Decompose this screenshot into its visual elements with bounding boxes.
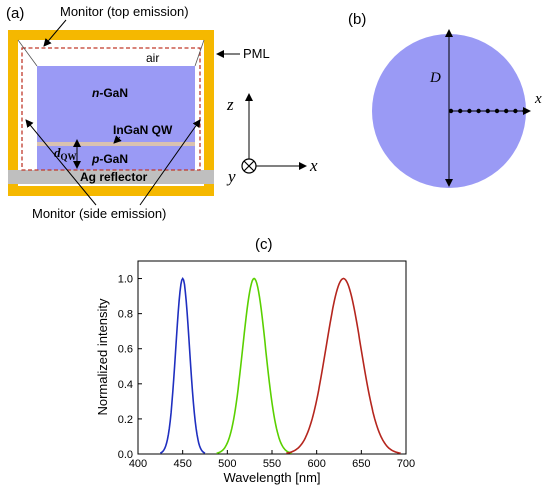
- dipole-point: [458, 108, 463, 114]
- spectrum-line-2: [216, 277, 292, 454]
- dqw-label: dQW: [54, 145, 77, 162]
- dipole-point: [448, 108, 454, 114]
- y-axis-cross-line-2: [243, 160, 255, 172]
- y-tick-label: 0.0: [118, 449, 133, 461]
- dipole-point: [476, 108, 481, 114]
- x-axis-label-b: x: [534, 91, 542, 107]
- y-axis-label: y: [226, 167, 236, 186]
- monitor-top-label: Monitor (top emission): [60, 4, 189, 19]
- diameter-label: D: [429, 70, 441, 86]
- pgan-label: p-GaN: [91, 152, 128, 166]
- corner-line-left: [17, 39, 38, 67]
- y-tick-label: 0.6: [118, 344, 133, 356]
- monitor-side-pointer-right: [139, 119, 201, 206]
- ag-label: Ag reflector: [80, 170, 148, 184]
- qw-label: InGaN QW: [113, 123, 173, 137]
- dipole-point: [494, 108, 500, 114]
- monitor-top-pointer: [43, 19, 67, 47]
- ingan-qw-layer: [37, 142, 195, 146]
- x-axis-label-a: x: [309, 156, 318, 175]
- panel-a-label: (a): [6, 5, 24, 22]
- monitor-side-pointer-left: [25, 119, 97, 206]
- x-tick-label: 500: [218, 458, 236, 470]
- panel-a: (a) air n-GaN InGaN QW p-GaN Ag reflecto…: [6, 4, 318, 221]
- y-axis-title: Normalized intensity: [95, 298, 110, 416]
- x-tick-label: 600: [307, 458, 325, 470]
- x-axis-title: Wavelength [nm]: [223, 470, 320, 485]
- qw-pointer: [113, 135, 122, 144]
- x-tick-label: 650: [352, 458, 370, 470]
- dipole-point: [485, 108, 490, 114]
- panel-b-label: (b): [348, 11, 366, 28]
- y-tick-label: 1.0: [118, 274, 133, 286]
- y-tick-label: 0.2: [118, 414, 133, 426]
- axis-ticks: 400 450 500 550 600 650 700 0.0 0.2 0.4 0.6 0.8 1.0: [118, 274, 415, 470]
- pml-label: PML: [243, 46, 270, 61]
- panel-c-label: (c): [255, 236, 273, 253]
- dipole-point: [467, 108, 472, 114]
- x-tick-label: 550: [263, 458, 281, 470]
- y-tick-label: 0.4: [118, 379, 133, 391]
- x-tick-label: 400: [129, 458, 147, 470]
- panel-c: (c) 400 450 500 550 600 650 700 0.0 0.2 0.4 0.6 0.8…: [95, 236, 415, 485]
- ngan-label: n-GaN: [92, 86, 128, 100]
- dipole-point: [513, 108, 518, 114]
- plot-frame: [137, 260, 407, 455]
- x-tick-label: 700: [397, 458, 415, 470]
- dipole-point: [522, 108, 527, 114]
- dipole-points: [448, 108, 527, 114]
- spectrum-curves: [159, 276, 401, 454]
- corner-line-right: [194, 39, 205, 67]
- panel-b: (b) D x: [348, 11, 542, 188]
- spectrum-line-1: [159, 276, 206, 454]
- ngan-layer: [37, 66, 195, 142]
- x-tick-label: 450: [173, 458, 191, 470]
- y-tick-label: 0.8: [118, 309, 133, 321]
- air-label: air: [146, 51, 159, 65]
- dipole-point: [504, 108, 509, 114]
- z-axis-label: z: [226, 95, 234, 114]
- spectrum-line-3: [286, 277, 401, 454]
- monitor-side-label: Monitor (side emission): [32, 206, 166, 221]
